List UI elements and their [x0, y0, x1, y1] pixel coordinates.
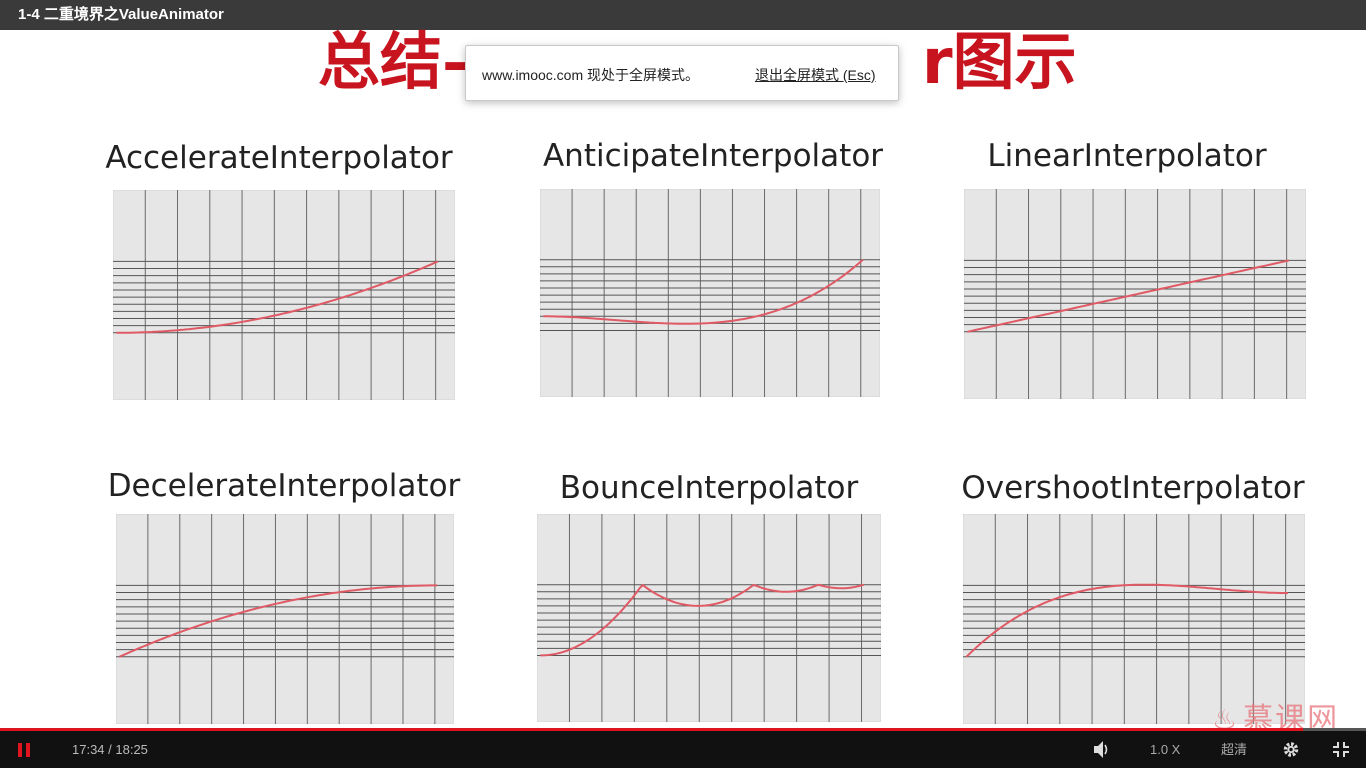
interpolator-curve	[967, 259, 1290, 333]
panel-label: OvershootInterpolator	[961, 470, 1305, 506]
video-title: 1-4 二重境界之ValueAnimator	[18, 6, 224, 23]
interpolator-curve	[965, 583, 1288, 658]
interpolator-curve	[118, 584, 438, 658]
panel-label: BounceInterpolator	[559, 470, 859, 506]
fullscreen-notice: www.imooc.com 现处于全屏模式。 退出全屏模式 (Esc)	[465, 45, 899, 101]
slide-title-right: r图示	[922, 25, 1077, 98]
interpolator-graph	[964, 189, 1306, 399]
quality-selector[interactable]: 超清	[1221, 742, 1248, 757]
interpolator-graph	[540, 189, 880, 397]
panel-label: AnticipateInterpolator	[542, 138, 884, 174]
graph-background	[537, 514, 881, 722]
interpolator-curve	[543, 258, 864, 325]
graph-background	[540, 189, 880, 397]
interpolator-graph	[537, 514, 881, 722]
panel-label: LinearInterpolator	[987, 138, 1267, 174]
volume-icon[interactable]	[1092, 731, 1110, 768]
exit-fullscreen-link[interactable]: 退出全屏模式 (Esc)	[755, 67, 876, 83]
interpolator-curve	[116, 260, 439, 334]
pause-icon[interactable]	[16, 731, 32, 768]
playback-speed[interactable]: 1.0 X	[1150, 742, 1181, 757]
exit-fullscreen-icon[interactable]	[1332, 731, 1350, 768]
top-bar: 1-4 二重境界之ValueAnimator	[0, 0, 1366, 30]
gear-icon[interactable]	[1281, 731, 1301, 768]
panel-label: DecelerateInterpolator	[107, 468, 461, 504]
progress-fill	[0, 728, 1304, 731]
graph-background	[116, 514, 454, 724]
interpolator-graph	[116, 514, 454, 724]
graph-background	[113, 190, 455, 400]
time-display: 17:34 / 18:25	[72, 742, 148, 757]
player-controls: 17:34 / 18:25 1.0 X 超清	[0, 731, 1366, 768]
interpolator-graph	[113, 190, 455, 400]
graph-background	[963, 514, 1305, 724]
interpolator-graph	[963, 514, 1305, 724]
panel-label: AccelerateInterpolator	[105, 140, 453, 176]
fullscreen-message: www.imooc.com 现处于全屏模式。	[482, 67, 700, 83]
progress-bar[interactable]	[0, 728, 1366, 731]
interpolator-curve	[540, 583, 865, 657]
